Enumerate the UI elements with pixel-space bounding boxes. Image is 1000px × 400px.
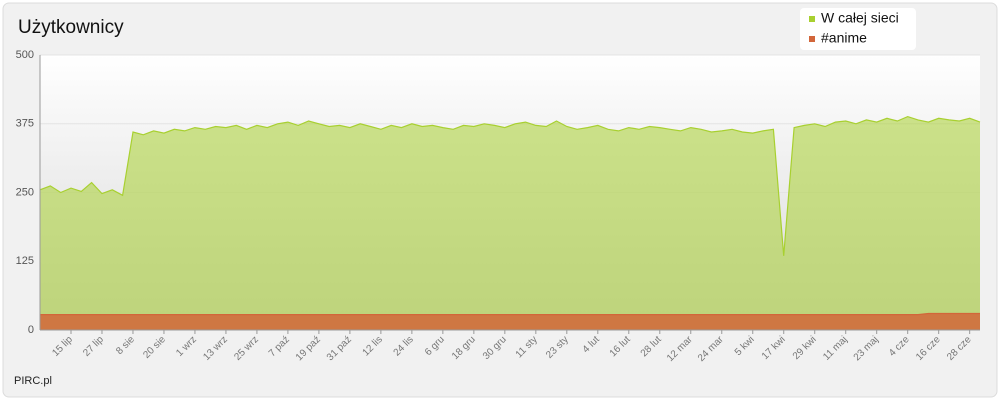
legend-label: #anime: [821, 30, 867, 46]
area: [40, 116, 980, 330]
legend-swatch: [809, 16, 815, 22]
y-tick-label: 500: [16, 49, 34, 61]
line: [40, 312, 980, 316]
legend-box: [800, 8, 916, 50]
source: PIRC.pl: [14, 375, 52, 387]
legend-swatch: [809, 36, 815, 42]
area: [40, 313, 980, 330]
chart-title: Użytkownicy: [18, 17, 124, 38]
legend-label: W całej sieci: [821, 10, 899, 26]
y-tick-label: 375: [16, 118, 34, 130]
y-tick-label: 250: [16, 186, 34, 198]
y-tick-label: 125: [16, 255, 34, 267]
line: [39, 115, 981, 256]
y-tick-label: 0: [28, 324, 34, 336]
